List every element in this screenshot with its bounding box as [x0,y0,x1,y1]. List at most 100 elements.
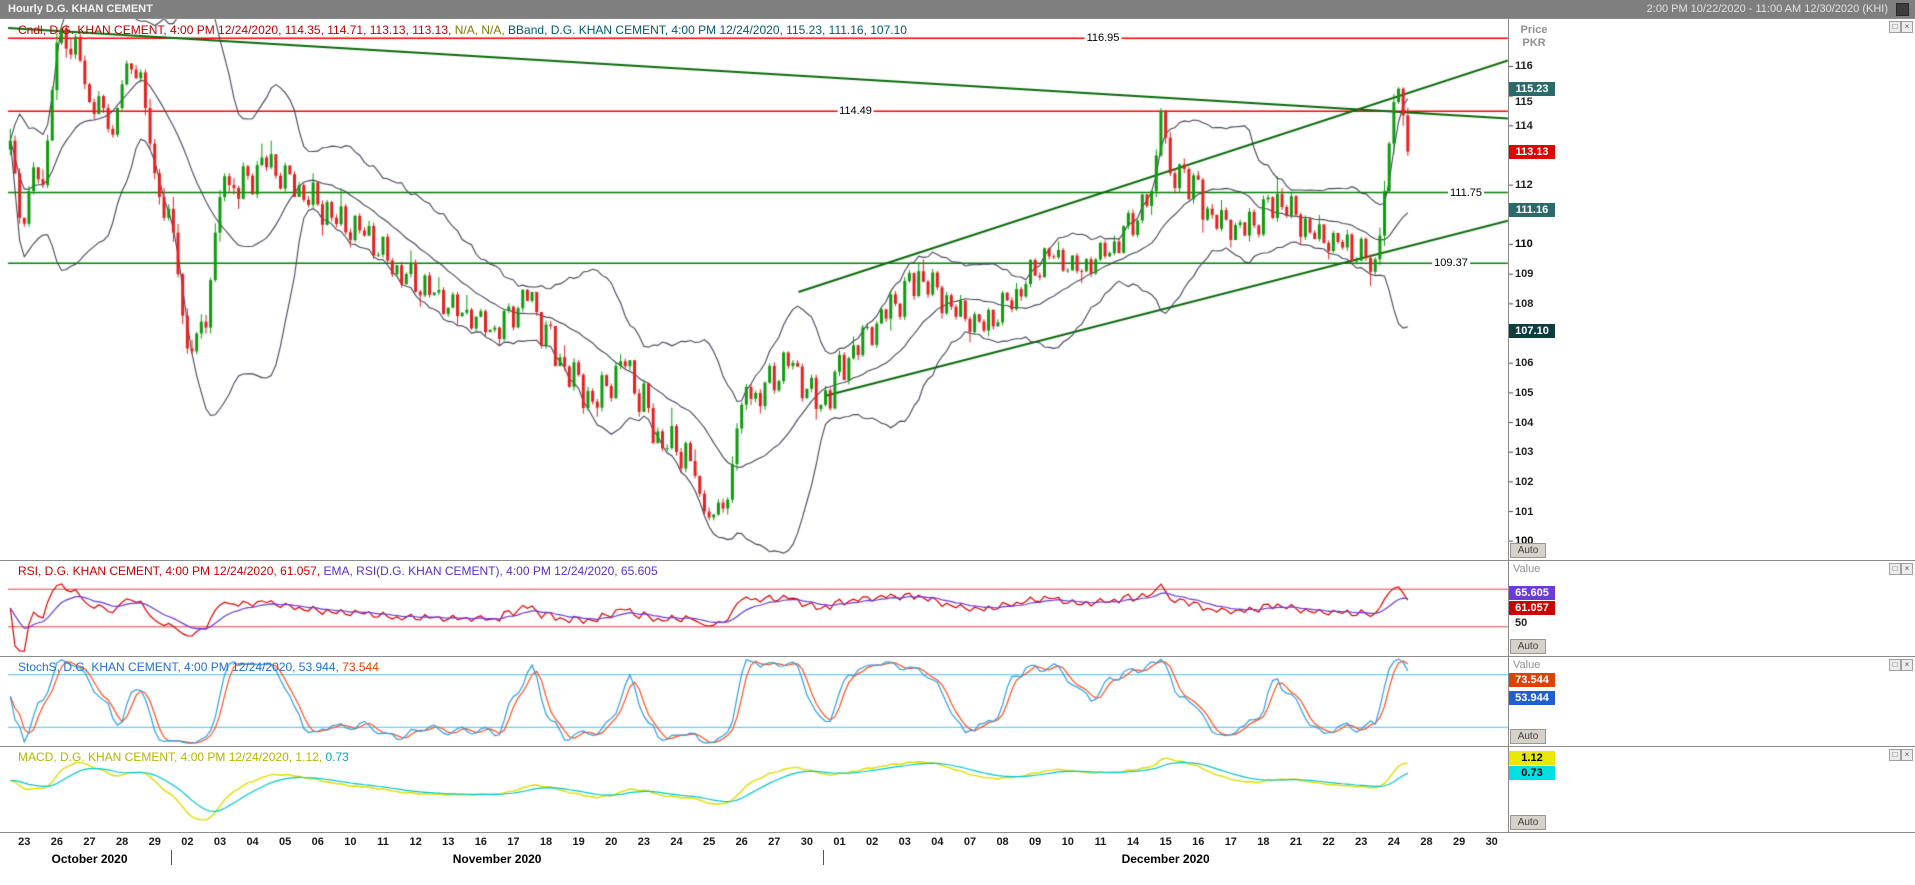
pane-restore-button[interactable]: □ [1889,749,1901,761]
rsi-legend: RSI, D.G. KHAN CEMENT, 4:00 PM 12/24/202… [18,564,658,578]
x-axis-day-label: 21 [1289,836,1303,848]
price-badge: 0.73 [1509,766,1555,781]
x-axis-day-label: 23 [637,836,650,848]
auto-scale-button[interactable]: Auto [1510,729,1546,744]
auto-scale-button[interactable]: Auto [1510,815,1546,830]
price-line-label: 111.75 [1447,186,1485,199]
x-axis-day-label: 24 [670,836,683,848]
x-axis-day-label: 29 [1452,836,1466,848]
price-tick-label: 108 [1515,297,1534,310]
x-axis-day-label: 18 [1257,836,1270,848]
x-axis-day-label: 02 [866,836,879,848]
x-axis-day-label: 09 [1029,836,1042,848]
auto-scale-button[interactable]: Auto [1510,639,1546,654]
x-axis-month-label: December 2020 [1121,852,1210,866]
x-axis-day-label: 25 [702,836,716,848]
x-axis-month-label: November 2020 [452,852,542,866]
window-menu-icon[interactable] [1896,2,1909,16]
price-badge: 73.544 [1509,673,1555,688]
window-title-bar[interactable]: Hourly D.G. KHAN CEMENT 2:00 PM 10/22/20… [0,0,1915,18]
pane-close-button[interactable]: × [1901,659,1913,671]
main-legend: Cndl, D.G. KHAN CEMENT, 4:00 PM 12/24/20… [18,23,907,37]
x-axis-day-label: 11 [1094,836,1107,848]
stoch-legend-part: 73.544 [342,660,379,674]
price-badge: 113.13 [1509,144,1555,159]
x-axis-day-label: 03 [898,836,911,848]
x-axis-month-label: October 2020 [51,852,128,866]
x-axis-day-label: 14 [1126,836,1140,848]
x-axis-day-label: 26 [50,836,64,848]
main-legend-part: N/A, N/A, [454,23,509,37]
price-tick-label: 116 [1515,60,1533,73]
rsi-legend-part: RSI, D.G. KHAN CEMENT, 4:00 PM 12/24/202… [18,564,324,578]
price-tick-label: 114 [1515,119,1533,132]
pane-separator[interactable] [0,656,1915,657]
x-axis-day-label: 16 [474,836,487,848]
pane-separator[interactable] [0,560,1915,561]
price-tick-label: 101 [1515,505,1534,518]
price-badge: 107.10 [1509,323,1555,338]
x-axis-day-label: 29 [148,836,161,848]
price-tick-label: 105 [1515,386,1534,399]
x-axis-day-label: 16 [1192,836,1205,848]
x-axis-day-label: 08 [996,836,1009,848]
x-axis-day-label: 19 [572,836,585,848]
x-axis-day-label: 11 [377,836,389,848]
auto-scale-button[interactable]: Auto [1510,543,1546,558]
x-axis-day-label: 10 [344,836,357,848]
scale-separator [1508,18,1509,832]
x-axis-day-label: 12 [409,836,422,848]
macd-legend: MACD, D.G. KHAN CEMENT, 4:00 PM 12/24/20… [18,750,349,764]
price-badge: 65.605 [1509,586,1555,601]
price-tick-label: 110 [1515,238,1533,251]
x-axis-day-label: 18 [539,836,553,848]
x-axis-day-label: 04 [246,836,259,848]
rsi-legend-part: EMA, RSI(D.G. KHAN CEMENT), 4:00 PM 12/2… [323,564,658,578]
x-axis-day-label: 23 [18,836,31,848]
price-badge: 53.944 [1509,690,1555,705]
price-line-label: 109.37 [1432,257,1470,270]
pane-separator[interactable] [0,746,1915,747]
x-axis-day-label: 17 [1224,836,1237,848]
x-axis-day-label: 20 [605,836,618,848]
x-axis-day-label: 17 [507,836,520,848]
x-axis-day-label: 01 [833,836,846,848]
pane-close-button[interactable]: × [1901,749,1913,761]
price-tick-label: 103 [1515,446,1534,459]
x-axis-day-label: 13 [442,836,455,848]
x-axis-day-label: 22 [1322,836,1335,848]
price-badge: 115.23 [1509,82,1555,97]
pane-close-button[interactable]: × [1901,563,1913,575]
x-axis-day-label: 05 [279,836,292,848]
pane-close-button[interactable]: × [1901,21,1913,33]
macd-legend-part: MACD, D.G. KHAN CEMENT, 4:00 PM 12/24/20… [18,750,326,764]
x-axis-day-label: 28 [116,836,129,848]
price-scale-title: PKR [1522,37,1546,49]
month-boundary-tick [171,850,173,865]
price-badge: 1.12 [1509,751,1555,766]
window-title: Hourly D.G. KHAN CEMENT [8,3,153,15]
x-axis-day-label: 04 [931,836,944,848]
price-badge: 61.057 [1509,601,1555,616]
price-line-label: 116.95 [1084,32,1122,45]
price-tick-label: 112 [1515,179,1533,192]
pane-restore-button[interactable]: □ [1889,563,1901,575]
price-tick-label: 106 [1515,357,1534,370]
price-tick-label: 115 [1515,96,1533,109]
price-scale-title: Price [1520,24,1548,36]
x-axis-day-label: 30 [1485,836,1498,848]
value-scale-title: Value [1513,659,1541,671]
pane-restore-button[interactable]: □ [1889,21,1901,33]
x-axis-day-label: 28 [1420,836,1433,848]
x-axis-day-label: 27 [83,836,96,848]
pane-restore-button[interactable]: □ [1889,659,1901,671]
pane-separator [0,832,1915,833]
stoch-legend: StochS, D.G. KHAN CEMENT, 4:00 PM 12/24/… [18,660,379,674]
x-axis-day-label: 03 [213,836,227,848]
x-axis-day-label: 26 [735,836,748,848]
value-scale-title: Value [1513,563,1541,575]
main-legend-part: BBand, D.G. KHAN CEMENT, 4:00 PM 12/24/2… [508,23,907,37]
